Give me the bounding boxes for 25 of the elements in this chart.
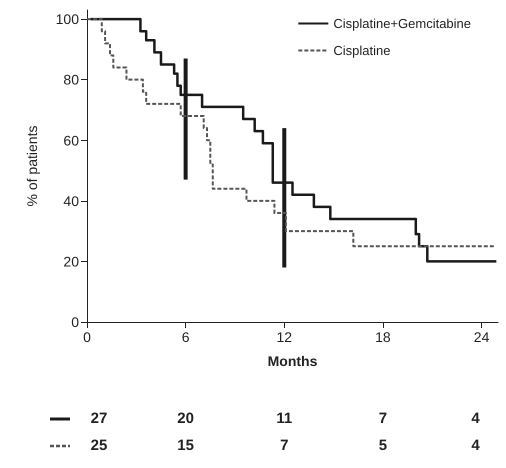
text: 7 bbox=[280, 437, 288, 454]
legend-label: Cisplatine bbox=[333, 43, 390, 58]
x-tick-label: 6 bbox=[182, 329, 190, 345]
text: 4 bbox=[471, 410, 480, 427]
y-tick-label: 80 bbox=[63, 72, 80, 88]
text: 20 bbox=[177, 410, 194, 427]
y-tick-label: 60 bbox=[63, 132, 80, 148]
y-tick-label: 0 bbox=[71, 314, 80, 330]
text: 4 bbox=[471, 437, 480, 454]
x-tick-label: 24 bbox=[474, 329, 490, 345]
y-axis-title: % of patients bbox=[24, 126, 40, 206]
x-tick-label: 18 bbox=[375, 329, 391, 345]
x-axis-title: Months bbox=[268, 353, 318, 369]
x-tick-label: 0 bbox=[83, 329, 92, 345]
legend-label: Cisplatine+Gemcitabine bbox=[333, 16, 471, 31]
x-tick-label: 12 bbox=[276, 329, 292, 345]
y-tick-label: 40 bbox=[63, 192, 80, 209]
y-tick-label: 20 bbox=[63, 253, 80, 270]
text: 27 bbox=[90, 410, 108, 427]
text: 5 bbox=[378, 437, 388, 454]
text: 7 bbox=[378, 410, 388, 427]
text: 15 bbox=[177, 437, 194, 454]
text: 25 bbox=[90, 437, 108, 454]
y-tick-label: 100 bbox=[56, 11, 80, 28]
text: 11 bbox=[276, 410, 292, 427]
